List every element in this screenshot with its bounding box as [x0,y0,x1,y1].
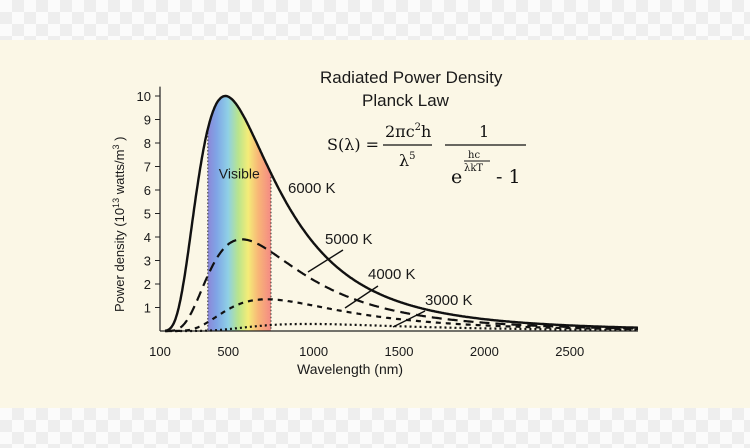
curve-4000k [164,298,639,333]
planck-formula: S(λ) = 2πc2h λ5 1 e hc λkT - 1 [327,122,526,188]
formula-lhs: S(λ) = [327,135,379,154]
x-tick-label: 100 [149,344,171,359]
x-tick-label: 1500 [385,344,414,359]
label-6000k: 6000 K [288,180,336,197]
curve-6000k [164,94,639,332]
chart-title: Radiated Power Density [320,68,503,87]
label-4000k: 4000 K [368,266,416,283]
formula-den1: λ5 [399,151,416,170]
visible-spectrum-fill [207,96,271,331]
y-tick-label: 5 [144,207,151,222]
chart-panel [0,40,750,408]
formula-num1: 2πc2h [385,122,431,141]
y-tick-label: 9 [144,113,151,128]
leader-5000k [307,249,344,273]
formula-exp-den: λkT [464,163,483,174]
visible-band [207,96,272,331]
y-tick-label: 10 [137,89,151,104]
y-tick-label: 3 [144,254,151,269]
y-tick-label: 2 [144,277,151,292]
x-tick-label: 2000 [470,344,499,359]
y-axis-label: Power density (1013 watts/m3 ) [111,137,127,312]
x-tick-label: 2500 [555,344,584,359]
formula-den2-base: e [451,166,462,188]
formula-den2-tail: - 1 [496,166,521,188]
label-5000k: 5000 K [325,231,373,248]
chart-subtitle: Planck Law [362,91,450,110]
ticks: 1 2 3 4 5 6 7 8 9 10 100 500 1000 1500 2000 2500 [137,89,585,359]
x-tick-label: 1000 [299,344,328,359]
y-tick-label: 6 [144,183,151,198]
formula-num2: 1 [479,122,489,141]
x-axis-label: Wavelength (nm) [297,361,403,377]
leader-4000k [344,285,379,309]
curve-5000k [164,238,639,333]
formula-exp-num: hc [468,150,480,161]
y-tick-label: 8 [144,136,151,151]
leader-3000k [392,310,426,328]
y-tick-label: 4 [144,230,151,245]
y-tick-label: 7 [144,160,151,175]
curves [164,94,639,333]
x-tick-label: 500 [217,344,239,359]
label-3000k: 3000 K [425,292,473,309]
y-tick-label: 1 [144,301,151,316]
visible-label: Visible [219,165,260,181]
